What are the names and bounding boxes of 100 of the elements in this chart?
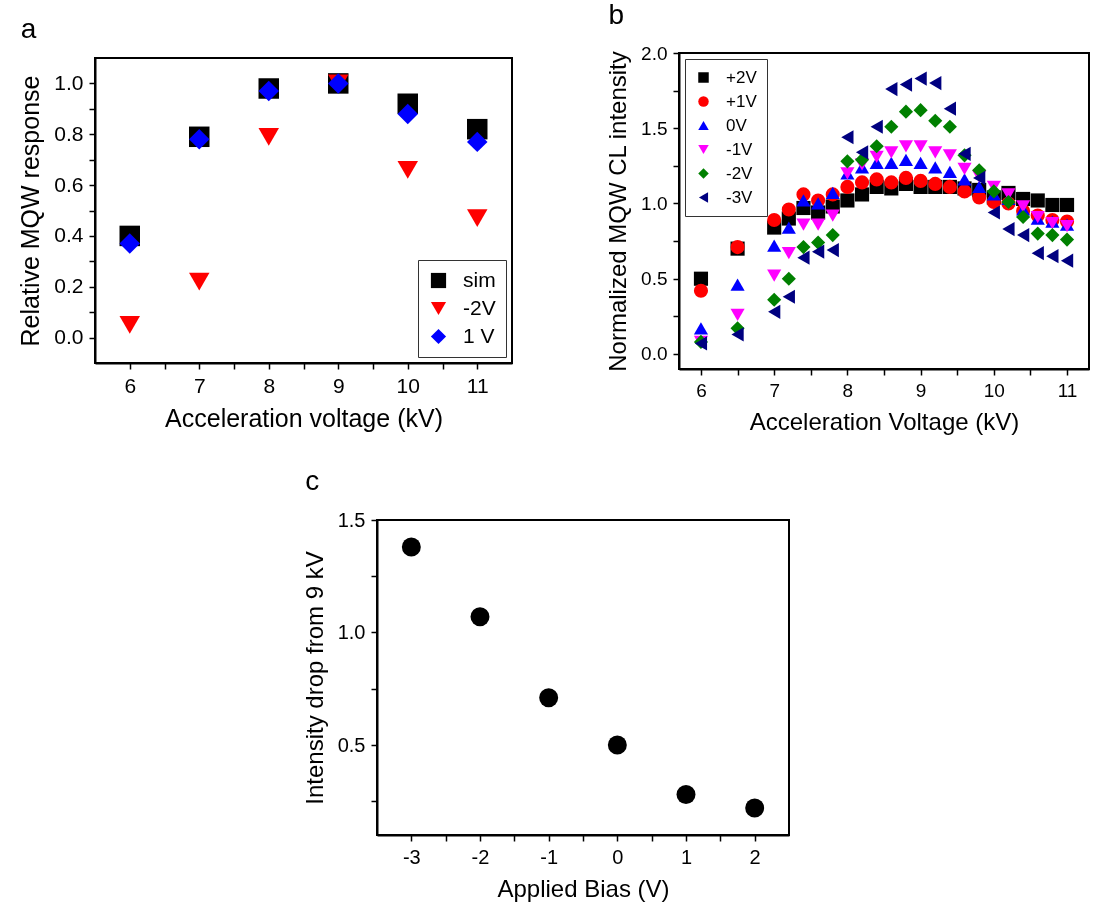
point xyxy=(782,289,795,304)
point xyxy=(913,103,928,118)
point xyxy=(913,173,928,188)
point xyxy=(797,250,810,265)
point xyxy=(796,194,811,207)
point xyxy=(898,170,914,185)
point xyxy=(693,271,709,286)
point xyxy=(811,197,826,210)
point xyxy=(942,149,957,162)
point xyxy=(929,76,942,91)
point xyxy=(841,130,854,145)
x-tick-label: -2 xyxy=(471,845,490,868)
point xyxy=(987,205,1000,220)
point xyxy=(811,235,826,250)
point xyxy=(825,209,840,222)
point xyxy=(397,103,418,125)
x-tick-label: 10 xyxy=(396,373,420,397)
x-tick-label: 6 xyxy=(696,379,707,401)
point xyxy=(898,104,914,119)
point xyxy=(899,77,913,92)
x-tick-label: -3 xyxy=(402,845,421,868)
point xyxy=(870,119,883,134)
x-tick-label: 9 xyxy=(915,379,927,401)
point xyxy=(676,785,696,804)
point xyxy=(768,304,781,319)
x-tick-label: 11 xyxy=(466,373,489,397)
x-tick-label: 11 xyxy=(1057,379,1078,401)
point xyxy=(781,247,796,260)
x-tick-label: 9 xyxy=(332,373,345,397)
y-tick-label: 0.5 xyxy=(337,733,366,756)
point xyxy=(767,269,782,282)
point xyxy=(957,162,972,175)
x-axis-title: Applied Bias (V) xyxy=(497,874,670,902)
y-axis-title: Relative MQW response xyxy=(16,75,45,347)
point xyxy=(796,218,811,231)
point xyxy=(693,283,709,298)
point xyxy=(397,160,418,179)
point xyxy=(607,735,627,755)
point xyxy=(1030,193,1045,208)
x-axis-title: Acceleration voltage (kV) xyxy=(165,403,443,432)
point xyxy=(731,327,744,342)
y-tick-label: 2.0 xyxy=(641,42,668,64)
x-tick-label: 1 xyxy=(680,845,693,868)
point xyxy=(928,146,943,159)
point xyxy=(1059,232,1075,247)
x-tick-label: 6 xyxy=(124,373,137,397)
point xyxy=(884,175,899,190)
point xyxy=(811,244,825,259)
point xyxy=(928,161,943,174)
y-tick-label: 0.2 xyxy=(54,274,84,298)
point xyxy=(796,240,811,255)
point xyxy=(943,101,957,116)
legend-label: -2V xyxy=(463,295,496,319)
y-tick-label: 0.6 xyxy=(54,172,84,196)
point xyxy=(942,165,957,178)
point xyxy=(1016,228,1030,243)
point xyxy=(467,131,488,153)
point xyxy=(854,175,870,190)
y-axis-title: Intensity drop from 9 kV xyxy=(300,551,328,805)
point xyxy=(693,322,709,335)
point xyxy=(730,278,745,291)
point xyxy=(1045,228,1060,243)
point xyxy=(884,156,899,169)
x-tick-label: -1 xyxy=(540,845,559,868)
y-tick-label: 0.0 xyxy=(54,325,84,349)
chart-title: c xyxy=(305,465,320,496)
point xyxy=(467,209,488,227)
point xyxy=(840,179,855,194)
point xyxy=(957,173,972,186)
legend-label: +2V xyxy=(726,67,758,87)
point xyxy=(258,127,279,146)
point xyxy=(1059,197,1075,213)
point xyxy=(914,71,927,86)
point xyxy=(730,308,745,321)
y-tick-label: 0.4 xyxy=(54,223,84,247)
x-tick-label: 10 xyxy=(983,379,1005,401)
point xyxy=(470,607,490,627)
y-tick-label: 0.8 xyxy=(54,121,84,145)
point xyxy=(913,156,928,169)
x-tick-label: 7 xyxy=(769,379,780,401)
point xyxy=(1002,221,1015,237)
legend-label: -2V xyxy=(726,163,754,183)
point xyxy=(781,271,796,286)
point xyxy=(840,154,855,169)
point xyxy=(928,113,943,128)
point xyxy=(119,316,140,334)
y-tick-label: 0.0 xyxy=(641,343,668,365)
x-axis-title: Acceleration Voltage (kV) xyxy=(749,407,1020,435)
point xyxy=(781,202,796,217)
y-tick-label: 1.0 xyxy=(641,192,668,214)
point xyxy=(539,688,559,708)
point xyxy=(885,82,898,97)
point xyxy=(855,145,869,160)
x-tick-label: 8 xyxy=(263,373,276,397)
point xyxy=(401,537,421,557)
point xyxy=(884,119,899,134)
y-axis-title: Normalized MQW CL intensity xyxy=(604,51,632,372)
point xyxy=(869,139,884,154)
point xyxy=(869,172,884,187)
point xyxy=(745,798,765,818)
